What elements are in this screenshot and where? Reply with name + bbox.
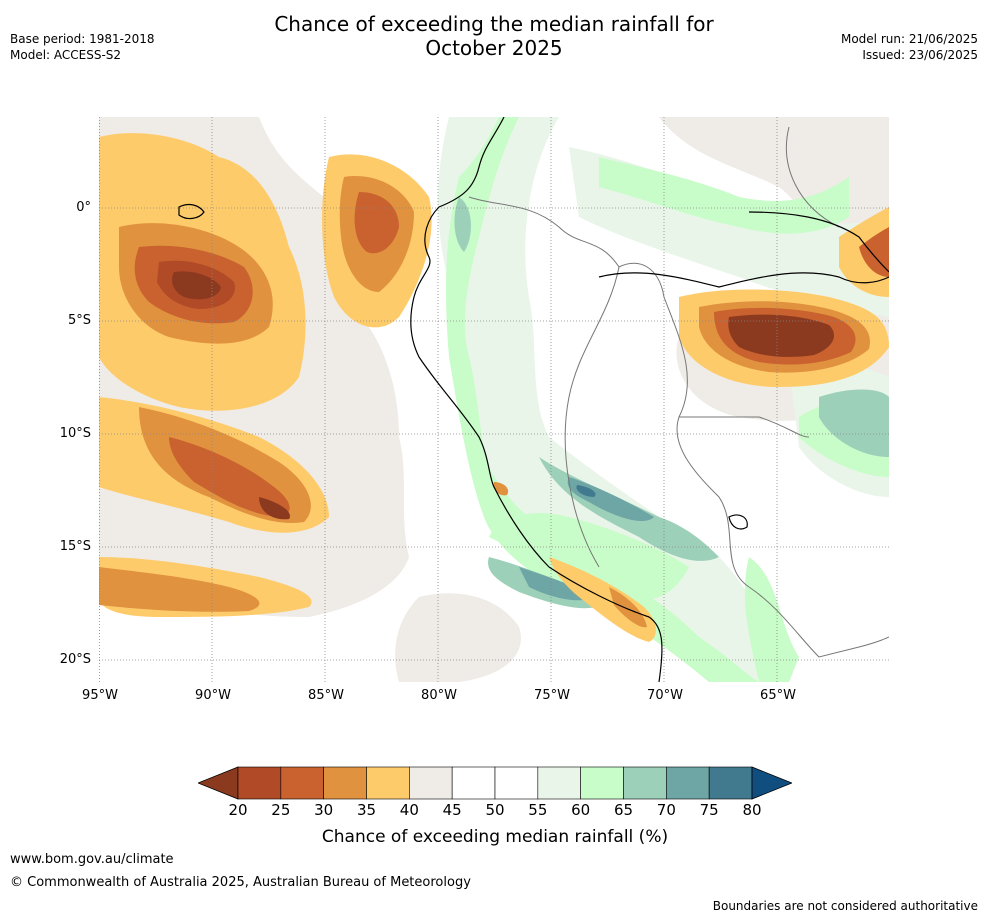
contour-30-35 (99, 567, 260, 612)
contour-70-75 (567, 477, 654, 522)
colorbar-segment-75-80 (708, 766, 753, 800)
title-line-2: October 2025 (425, 36, 563, 60)
colorbar-label: Chance of exceeding median rainfall (%) (321, 827, 669, 847)
colorbar-tick-70: 70 (656, 801, 676, 819)
contour-65-70 (454, 197, 471, 252)
coastline (178, 117, 889, 682)
map-canvas (99, 117, 889, 682)
footer-copyright: © Commonwealth of Australia 2025, Austra… (10, 875, 471, 890)
colorbar-segment-30-35 (323, 766, 367, 800)
colorbar-tick-30: 30 (314, 801, 334, 819)
model-name: Model: ACCESS-S2 (10, 48, 122, 62)
lat-label-20s: 20°S (59, 652, 91, 667)
lat-label-10s: 10°S (59, 426, 91, 441)
country-borders (468, 126, 889, 658)
colorbar-tick-75: 75 (699, 801, 719, 819)
contour-25-30 (354, 192, 399, 254)
colorbar-segment-55-60 (537, 766, 581, 800)
lat-label-0: 0° (76, 200, 91, 215)
colorbar-segment-25-30 (280, 766, 324, 800)
footer-url: www.bom.gov.au/climate (10, 852, 174, 867)
colorbar-over-arrow (751, 766, 794, 800)
lat-label-15s: 15°S (59, 539, 91, 554)
colorbar-tick-40: 40 (399, 801, 419, 819)
contour-60-65 (744, 557, 799, 682)
colorbar-segment-70-75 (666, 766, 710, 800)
model-run: Model run: 21/06/2025 (840, 32, 978, 46)
colorbar-tick-80: 80 (742, 801, 762, 819)
contour-25-30 (169, 437, 290, 517)
contour-below-20 (172, 271, 221, 300)
lon-label-70w: 70°W (647, 688, 683, 703)
contour-60-65 (489, 513, 689, 600)
rainfall-map (99, 117, 889, 682)
lon-label-90w: 90°W (195, 688, 231, 703)
colorbar-segment-35-40 (366, 766, 410, 800)
colorbar-segment-60-65 (580, 766, 624, 800)
contour-75-80 (576, 485, 596, 497)
contour-20-25 (728, 314, 834, 357)
map-title: Chance of exceeding the median rainfall … (0, 12, 988, 60)
contour-35-40 (493, 482, 509, 496)
meta-right: Model run: 21/06/2025 Issued: 23/06/2025 (841, 31, 978, 63)
colorbar-tick-25: 25 (271, 801, 291, 819)
colorbar-canvas (196, 766, 794, 800)
lon-label-95w: 95°W (82, 688, 118, 703)
colorbar-segment-45-50 (451, 766, 496, 800)
base-period: Base period: 1981-2018 (10, 32, 155, 46)
colorbar-tick-20: 20 (228, 801, 248, 819)
colorbar-tick-35: 35 (356, 801, 377, 819)
lon-label-75w: 75°W (534, 688, 570, 703)
colorbar-tick-50: 50 (485, 801, 505, 819)
colorbar-tick-65: 65 (613, 801, 634, 819)
graticule (99, 117, 889, 682)
colorbar (196, 766, 794, 800)
lat-label-5s: 5°S (67, 313, 91, 328)
colorbar-segment-20-25 (237, 766, 282, 800)
contour-20-25 (259, 497, 290, 520)
colorbar-tick-60: 60 (571, 801, 591, 819)
colorbar-tick-55: 55 (528, 801, 548, 819)
contour-30-35 (609, 587, 647, 628)
lon-label-65w: 65°W (760, 688, 796, 703)
colorbar-segment-50-55 (494, 766, 539, 800)
lon-label-80w: 80°W (421, 688, 457, 703)
lon-label-85w: 85°W (308, 688, 344, 703)
colorbar-segment-65-70 (623, 766, 667, 800)
contour-65-70 (819, 389, 889, 457)
title-line-1: Chance of exceeding the median rainfall … (274, 12, 714, 36)
colorbar-segment-40-45 (409, 766, 453, 800)
issued-date: Issued: 23/06/2025 (862, 48, 978, 62)
colorbar-under-arrow (196, 766, 239, 800)
footer-boundaries-note: Boundaries are not considered authoritat… (712, 899, 978, 913)
meta-left: Base period: 1981-2018 Model: ACCESS-S2 (10, 31, 155, 63)
contour-35-40 (549, 557, 656, 642)
colorbar-tick-45: 45 (442, 801, 462, 819)
